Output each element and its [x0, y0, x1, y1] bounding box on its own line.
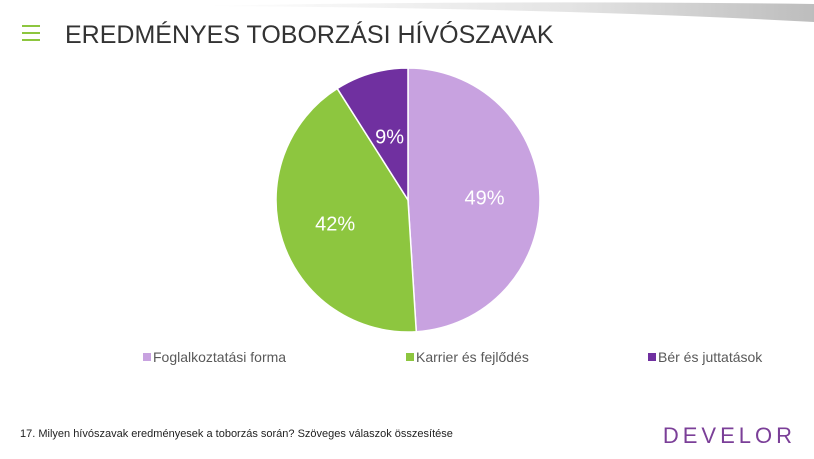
- legend-swatch: [648, 353, 656, 361]
- data-label: 9%: [375, 127, 404, 149]
- legend-label: Foglalkoztatási forma: [153, 349, 286, 365]
- decoration-swoosh: [200, 2, 814, 23]
- data-label: 49%: [465, 188, 505, 210]
- logo: DEVELOR: [663, 423, 796, 448]
- legend-label: Karrier és fejlődés: [416, 349, 529, 365]
- pie-slice: [275, 87, 418, 333]
- data-label: 42%: [315, 214, 355, 236]
- pie-slice: [336, 67, 409, 203]
- legend: Foglalkoztatási forma Karrier és fejlődés…: [143, 349, 763, 365]
- pie: 49% 42% 9%: [275, 67, 541, 333]
- footnote: 17. Milyen hívószavak eredményesek a tob…: [20, 428, 453, 440]
- legend-label: Bér és juttatások: [658, 349, 763, 365]
- slide-title: EREDMÉNYES TOBORZÁSI HÍVÓSZAVAK: [65, 20, 554, 49]
- pie-slice: [407, 67, 541, 333]
- menu-icon: [22, 25, 40, 41]
- legend-swatch: [406, 353, 414, 361]
- legend-swatch: [143, 353, 151, 361]
